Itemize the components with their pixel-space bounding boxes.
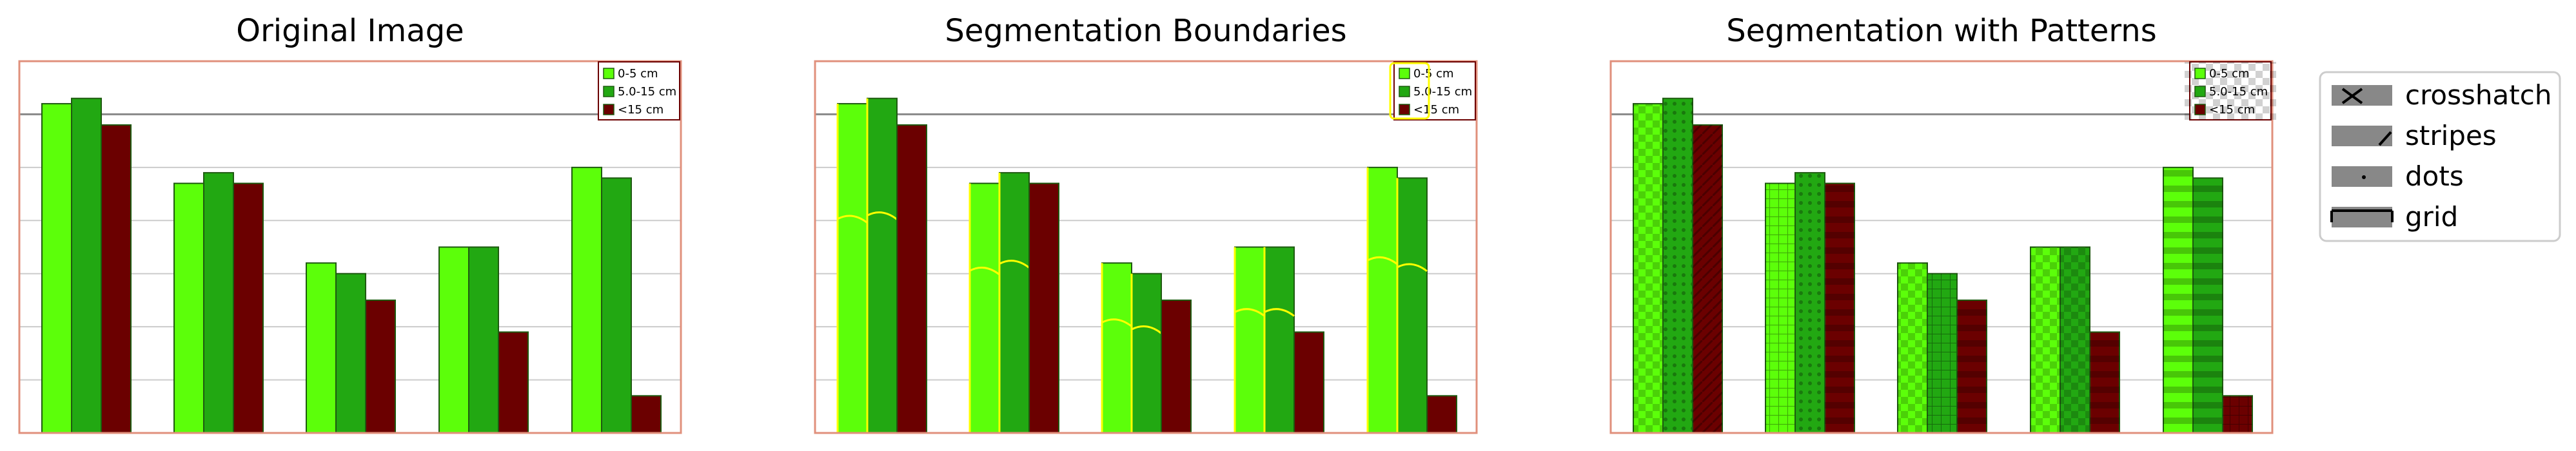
pattern-label: crosshatch xyxy=(2405,79,2551,111)
chart-title: Segmentation Boundaries xyxy=(945,13,1346,49)
bar-pattern-overlay xyxy=(1957,300,1987,433)
bar-5-0-15-cm-3 xyxy=(1131,273,1162,434)
legend-label: 5.0-15 cm xyxy=(618,85,676,99)
bar-0-5-cm-1 xyxy=(41,102,72,434)
bar--15-cm-5 xyxy=(1426,395,1457,434)
chart-panel-2: Segmentation Boundaries 0-5 cm 5.0-15 cm <1… xyxy=(814,13,1478,434)
legend-boundary xyxy=(1389,62,1430,120)
segmentation-boundary xyxy=(1101,263,1132,433)
bar-0-5-cm-5 xyxy=(1367,166,1398,434)
legend-label: 5.0-15 cm xyxy=(1413,85,1472,99)
bar--15-cm-4 xyxy=(1293,331,1324,434)
pattern-label: stripes xyxy=(2405,120,2497,151)
bar--15-cm-4 xyxy=(498,331,529,434)
bar-0-5-cm-4 xyxy=(438,246,469,434)
pattern-swatch xyxy=(2332,166,2392,187)
segmentation-boundary xyxy=(998,173,1030,433)
pattern-key-grid: grid xyxy=(2330,201,2458,233)
bar-5-0-15-cm-2 xyxy=(203,172,234,434)
plot-frame xyxy=(814,60,1478,434)
legend-swatch xyxy=(2194,104,2206,115)
legend-swatch xyxy=(1399,68,1410,79)
bar-pattern-overlay xyxy=(2223,396,2252,433)
legend-swatch xyxy=(1399,104,1410,115)
legend-swatch xyxy=(603,104,615,115)
pattern-label: grid xyxy=(2405,201,2458,233)
bar-0-5-cm-2 xyxy=(173,182,204,434)
pattern-legend: crosshatch stripes dots grid xyxy=(2319,71,2561,242)
chart-panel-3: Segmentation with Patterns 0-5 cm 5.0-15 c… xyxy=(1609,13,2276,434)
bar-pattern-overlay xyxy=(1765,183,1795,433)
segmentation-boundary xyxy=(1130,273,1162,433)
pattern-key-crosshatch: crosshatch xyxy=(2332,79,2551,111)
bar-pattern-overlay xyxy=(1898,263,1927,433)
segmentation-boundary xyxy=(1263,247,1295,433)
bar--15-cm-2 xyxy=(233,182,264,434)
pattern-swatch xyxy=(2332,126,2392,146)
bar-5-0-15-cm-1 xyxy=(71,97,102,434)
bar-0-5-cm-3 xyxy=(1101,262,1132,434)
chart-title: Segmentation with Patterns xyxy=(1726,13,2156,49)
legend-label: 0-5 cm xyxy=(1413,67,1454,81)
plot-frame xyxy=(18,60,682,434)
bar-pattern-overlay xyxy=(2030,247,2060,433)
segmentation-boundary xyxy=(1366,167,1398,433)
bar-pattern-overlay xyxy=(1927,273,1957,433)
legend-label: 0-5 cm xyxy=(618,67,658,81)
bar--15-cm-1 xyxy=(101,124,132,434)
segmentation-boundary xyxy=(1234,247,1265,433)
bar--15-cm-1 xyxy=(896,124,927,434)
bar-5-0-15-cm-5 xyxy=(601,177,632,434)
legend-swatch xyxy=(603,68,615,79)
pattern-label: dots xyxy=(2405,160,2464,192)
bar-pattern-overlay xyxy=(2060,247,2090,433)
bar-0-5-cm-1 xyxy=(837,102,868,434)
legend-swatch xyxy=(603,86,615,97)
bar-pattern-overlay xyxy=(2193,178,2223,433)
legend-label: 5.0-15 cm xyxy=(2209,85,2268,99)
legend-label: <15 cm xyxy=(2209,103,2255,117)
legend-swatch xyxy=(2194,86,2206,97)
legend-swatch xyxy=(1399,86,1410,97)
legend-label: <15 cm xyxy=(618,103,664,117)
bar-pattern-overlay xyxy=(2163,167,2193,433)
chart-panel-1: Original Image 0-5 cm 5.0-15 cm <15 cm xyxy=(18,13,682,434)
bar--15-cm-2 xyxy=(1028,182,1059,434)
bar-pattern-overlay xyxy=(1825,183,1854,433)
chart-title: Original Image xyxy=(236,13,464,49)
bar-5-0-15-cm-4 xyxy=(1264,246,1295,434)
bar-5-0-15-cm-5 xyxy=(1397,177,1428,434)
segmentation-boundary xyxy=(866,98,898,433)
legend-label: 0-5 cm xyxy=(2209,67,2250,81)
bar--15-cm-3 xyxy=(1161,299,1192,434)
bar-5-0-15-cm-2 xyxy=(999,172,1030,434)
bar-pattern-overlay xyxy=(1633,103,1663,433)
segmentation-boundary xyxy=(968,183,1000,433)
legend-label: <15 cm xyxy=(1413,103,1459,117)
bar-pattern-overlay xyxy=(1663,98,1693,433)
segmentation-boundary xyxy=(1396,178,1428,433)
bar-pattern-overlay xyxy=(1795,173,1825,433)
pattern-key-stripes: stripes xyxy=(2332,120,2497,151)
pattern-legend-box xyxy=(2319,71,2561,242)
legend-swatch xyxy=(2194,68,2206,79)
bar-5-0-15-cm-3 xyxy=(335,273,366,434)
bar-0-5-cm-3 xyxy=(306,262,337,434)
bar-0-5-cm-2 xyxy=(969,182,1000,434)
bar-5-0-15-cm-1 xyxy=(867,97,898,434)
bar--15-cm-3 xyxy=(365,299,396,434)
bar--15-cm-5 xyxy=(631,395,662,434)
bar-pattern-overlay xyxy=(1693,124,1722,433)
bar-5-0-15-cm-4 xyxy=(468,246,499,434)
plot-frame xyxy=(1609,60,2274,434)
bar-pattern-overlay xyxy=(2090,332,2119,433)
bar-0-5-cm-4 xyxy=(1234,246,1265,434)
segmentation-boundary xyxy=(836,103,868,433)
pattern-key-dots: dots xyxy=(2332,160,2464,192)
bar-0-5-cm-5 xyxy=(571,166,602,434)
